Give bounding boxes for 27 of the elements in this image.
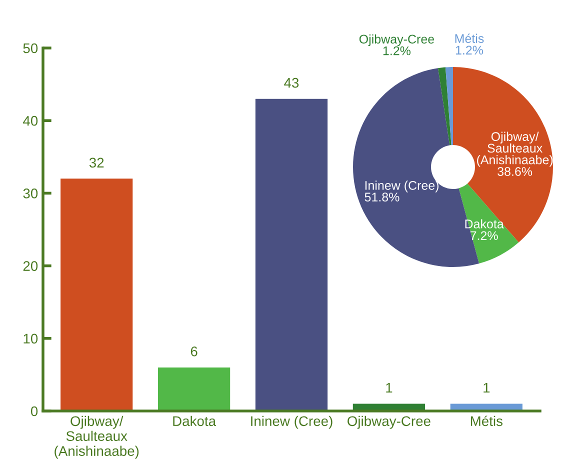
- data-label: 6: [190, 346, 198, 356]
- y-tick-label: 40: [23, 116, 38, 126]
- bar: [255, 98, 328, 411]
- data-label: 51.8%: [364, 192, 400, 202]
- y-tick-label: 30: [23, 188, 38, 198]
- slice-label: Métis: [455, 34, 484, 43]
- slice-label: Ojibway/ Saulteaux (Anishinaabe): [477, 132, 553, 167]
- data-label: 38.6%: [498, 167, 532, 176]
- slice-label: Ininew (Cree): [365, 180, 439, 192]
- y-tick-label: 50: [23, 43, 38, 54]
- x-tick-label: Ojibway-Cree: [348, 416, 430, 429]
- x-tick-label: Dakota: [173, 416, 216, 426]
- bar: [60, 178, 133, 411]
- y-tick-label: 10: [24, 334, 38, 344]
- data-label: 32: [89, 158, 104, 168]
- data-label: 1: [484, 382, 490, 393]
- bar: [158, 367, 230, 411]
- slice-label: Ojibway-Cree: [359, 34, 434, 46]
- x-tick-label: Ojibway/ Saulteaux (Anishinaabe): [54, 416, 139, 459]
- data-label: 1.2%: [456, 46, 484, 55]
- data-label: 1.2%: [383, 46, 411, 56]
- data-label: 1: [386, 382, 392, 393]
- x-tick-label: Métis: [470, 416, 502, 426]
- y-tick-label: 0: [30, 406, 38, 416]
- data-label: 43: [284, 78, 299, 88]
- x-tick-label: Ininew (Cree): [251, 416, 332, 429]
- y-tick-label: 20: [23, 261, 38, 271]
